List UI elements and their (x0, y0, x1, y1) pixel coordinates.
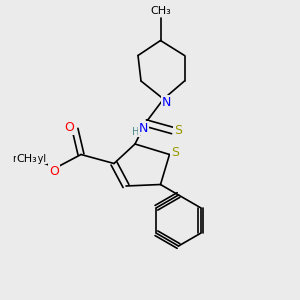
Text: S: S (174, 124, 182, 137)
Text: CH₃: CH₃ (150, 6, 171, 16)
Text: methyl: methyl (12, 154, 46, 164)
Text: O: O (49, 165, 59, 178)
Text: H: H (132, 127, 140, 137)
Text: N: N (162, 95, 171, 109)
Text: S: S (171, 146, 179, 160)
Text: CH₃: CH₃ (16, 154, 38, 164)
Text: N: N (139, 122, 148, 135)
Text: O: O (65, 121, 74, 134)
